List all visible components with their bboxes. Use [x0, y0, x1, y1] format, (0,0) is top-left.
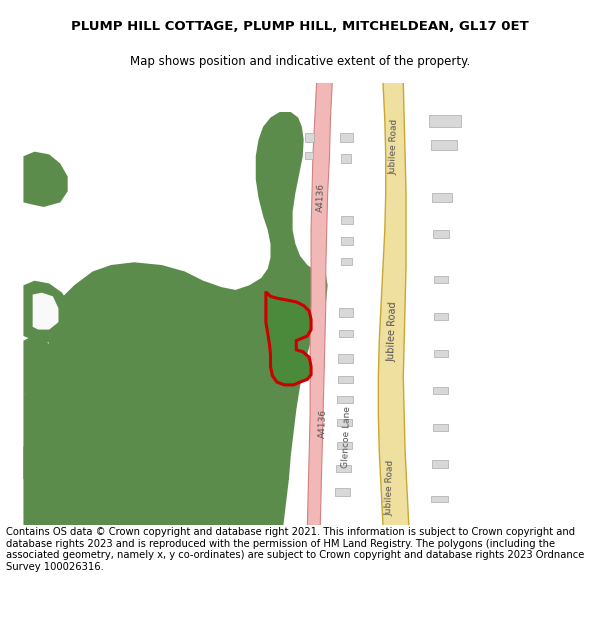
Polygon shape [337, 419, 352, 426]
Polygon shape [23, 112, 328, 525]
Polygon shape [341, 216, 353, 224]
Polygon shape [23, 336, 56, 396]
Polygon shape [23, 152, 68, 207]
Polygon shape [434, 350, 448, 358]
Polygon shape [266, 292, 311, 385]
Polygon shape [337, 442, 352, 449]
Text: Jubilee Road: Jubilee Road [389, 119, 400, 175]
Text: Jubilee Road: Jubilee Road [386, 301, 398, 362]
Polygon shape [336, 465, 351, 472]
Polygon shape [341, 238, 353, 245]
Text: Contains OS data © Crown copyright and database right 2021. This information is : Contains OS data © Crown copyright and d… [6, 527, 584, 572]
Polygon shape [432, 461, 448, 468]
Polygon shape [335, 488, 350, 496]
Text: Glencoe Lane: Glencoe Lane [341, 406, 352, 469]
Polygon shape [339, 308, 353, 317]
Polygon shape [433, 424, 448, 431]
Text: Jubilee Road: Jubilee Road [385, 460, 396, 516]
Polygon shape [429, 115, 461, 127]
Polygon shape [35, 502, 74, 525]
Polygon shape [337, 396, 353, 403]
Polygon shape [379, 82, 409, 525]
Polygon shape [338, 376, 353, 383]
Polygon shape [341, 154, 351, 162]
Polygon shape [305, 152, 313, 159]
Polygon shape [433, 387, 448, 394]
Polygon shape [432, 193, 452, 202]
Polygon shape [431, 139, 457, 150]
Text: PLUMP HILL COTTAGE, PLUMP HILL, MITCHELDEAN, GL17 0ET: PLUMP HILL COTTAGE, PLUMP HILL, MITCHELD… [71, 20, 529, 33]
Polygon shape [23, 281, 71, 342]
Text: A4136: A4136 [318, 409, 328, 438]
Polygon shape [340, 133, 353, 142]
Polygon shape [434, 313, 448, 321]
Polygon shape [305, 133, 314, 141]
Polygon shape [338, 354, 353, 362]
Polygon shape [32, 292, 58, 329]
Polygon shape [307, 82, 332, 525]
Polygon shape [434, 276, 448, 284]
Polygon shape [433, 230, 449, 238]
Polygon shape [339, 329, 353, 337]
Polygon shape [431, 496, 448, 502]
Polygon shape [341, 258, 352, 265]
Text: Map shows position and indicative extent of the property.: Map shows position and indicative extent… [130, 56, 470, 68]
Text: A4136: A4136 [316, 183, 326, 213]
Polygon shape [23, 442, 58, 482]
